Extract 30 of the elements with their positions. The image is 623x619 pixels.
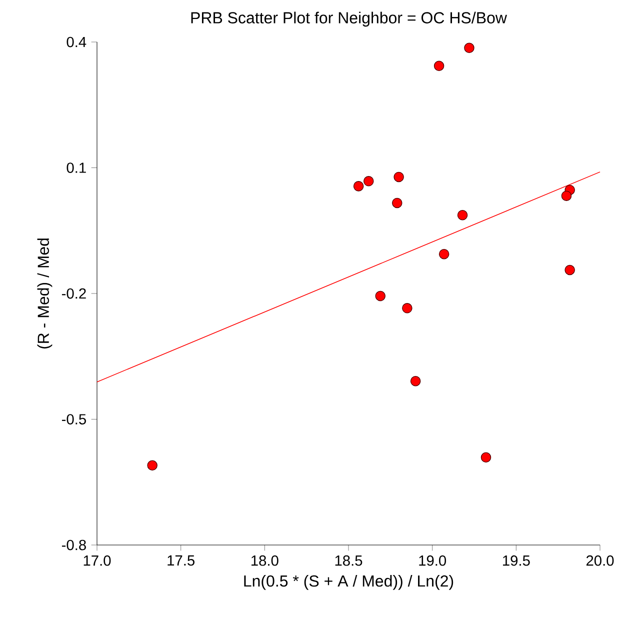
point xyxy=(480,452,492,463)
point xyxy=(394,172,404,182)
x-tick-label: 17.0 xyxy=(84,555,111,566)
point xyxy=(363,176,374,186)
point xyxy=(353,181,364,192)
chart-title: PRB Scatter Plot for Neighbor = OC HS/Bow xyxy=(191,12,507,27)
point xyxy=(147,460,158,470)
point xyxy=(402,303,412,314)
x-tick-label: 20.0 xyxy=(586,555,614,566)
y-tick-label: 0.1 xyxy=(66,162,86,173)
point xyxy=(375,290,386,302)
x-tick-label: 19.0 xyxy=(419,555,446,566)
x-tick-label: 17.5 xyxy=(168,555,194,566)
point xyxy=(410,376,421,386)
point xyxy=(464,42,474,53)
point xyxy=(434,60,444,72)
point xyxy=(457,210,468,220)
y-axis-title: (R - Med) / Med xyxy=(37,238,52,349)
y-tick-label: 0.4 xyxy=(66,36,86,48)
point xyxy=(438,248,450,260)
x-tick-label: 19.5 xyxy=(503,555,530,566)
point xyxy=(564,264,575,276)
y-tick-label: -0.2 xyxy=(62,288,86,299)
x-tick-label: 18.5 xyxy=(335,555,362,566)
y-tick-label: -0.5 xyxy=(62,414,86,424)
x-tick-label: 18.0 xyxy=(252,555,278,566)
x-axis-title: Ln(0.5 * (S + A / Med)) / Ln(2) xyxy=(244,574,454,590)
point xyxy=(561,190,572,201)
y-tick-label: -0.8 xyxy=(62,540,86,550)
point xyxy=(392,198,402,208)
